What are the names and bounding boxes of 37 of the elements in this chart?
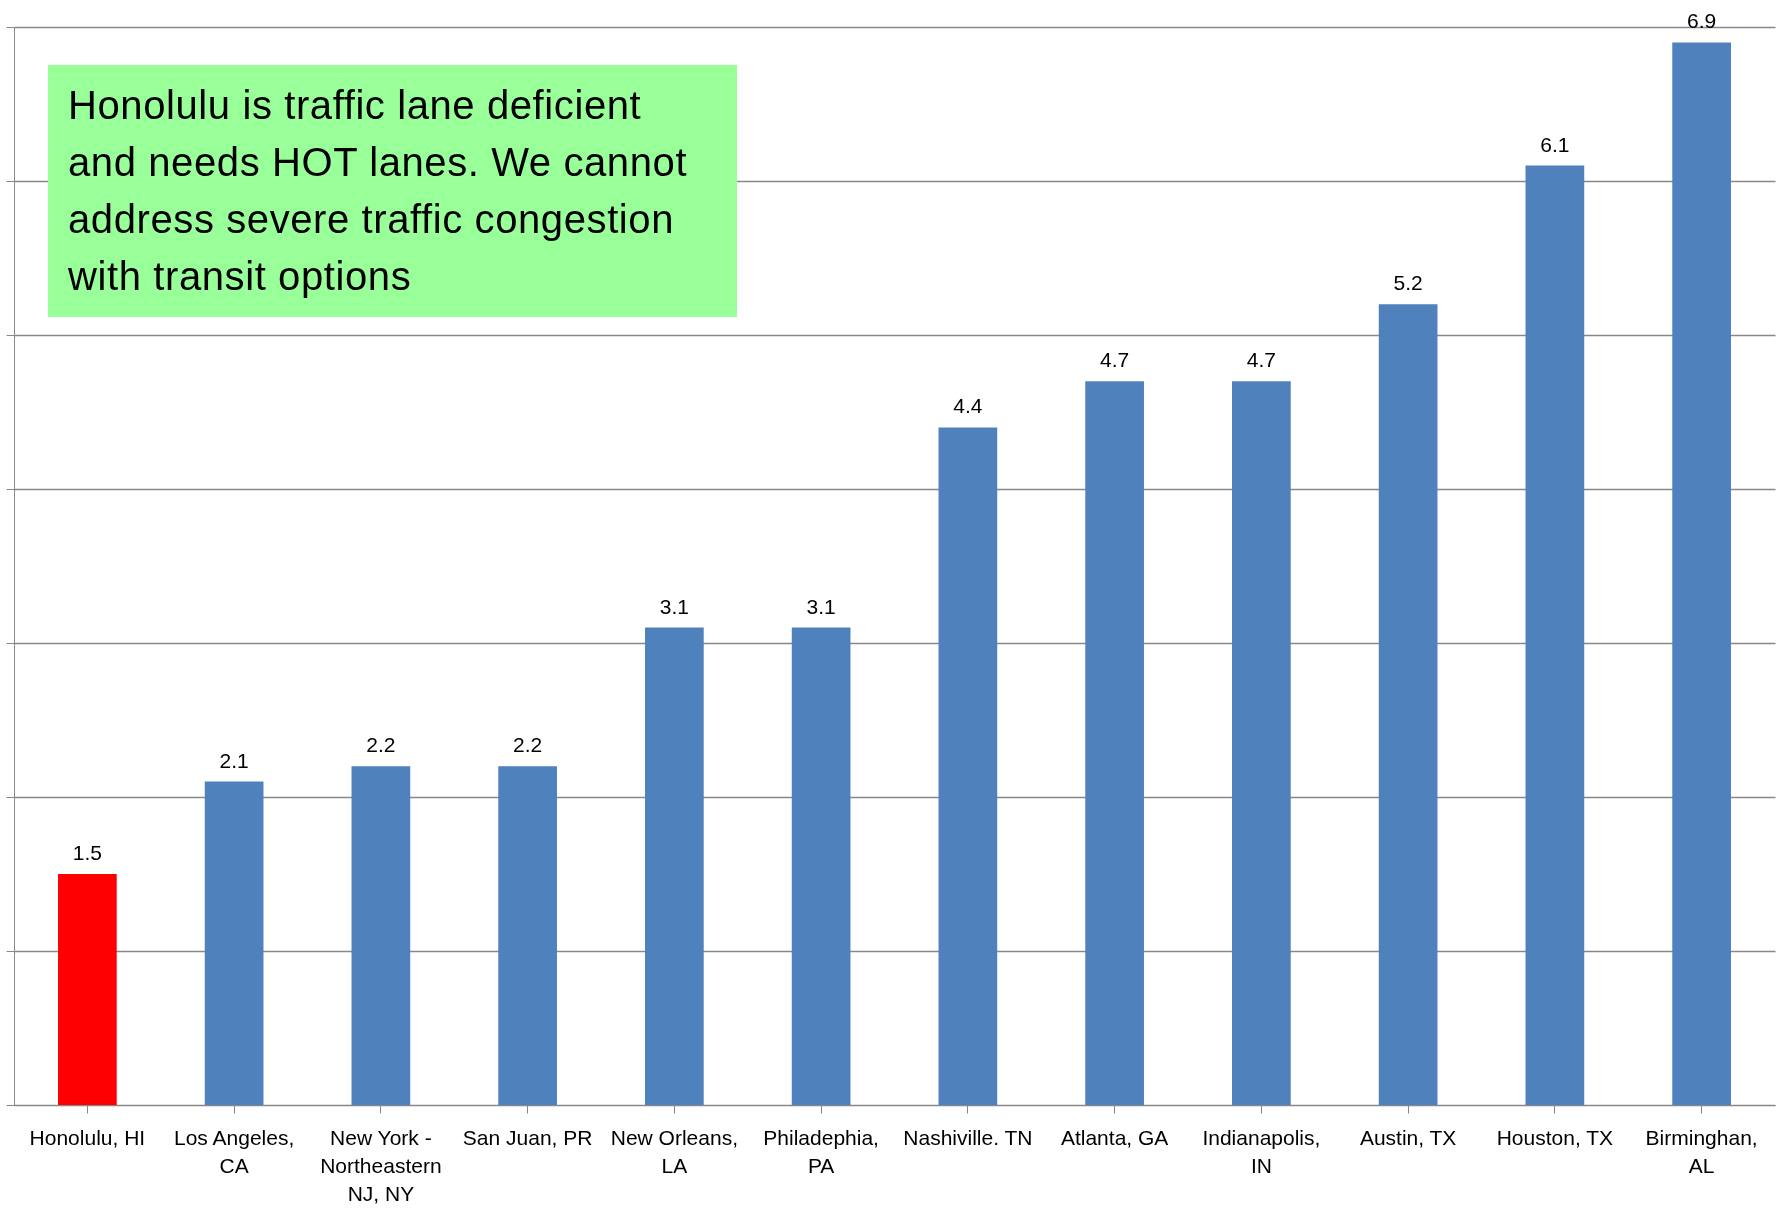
x-tick-label: San Juan, PR <box>462 1125 593 1149</box>
x-tick-label: New Orleans, LA <box>610 1125 738 1177</box>
bar <box>1672 42 1731 1105</box>
bar <box>351 766 411 1105</box>
data-label: 2.1 <box>219 748 249 772</box>
data-label: 4.7 <box>1100 348 1130 372</box>
bar <box>204 781 264 1105</box>
x-tick-label: Nashiville. TN <box>903 1125 1033 1149</box>
x-tick-label: New York - Northeastern NJ, NY <box>320 1125 442 1205</box>
data-label: 3.1 <box>806 594 836 618</box>
x-tick-label: Atlanta, GA <box>1060 1125 1169 1149</box>
data-label: 2.2 <box>366 733 396 757</box>
data-label: 6.9 <box>1687 9 1717 33</box>
bar <box>498 766 557 1105</box>
x-tick-label: Honolulu, HI <box>29 1125 146 1149</box>
bar <box>791 627 851 1105</box>
data-label: 1.5 <box>72 841 102 864</box>
data-label: 6.1 <box>1540 132 1570 156</box>
x-tick-label: Philadephia, PA <box>763 1125 879 1177</box>
bar <box>645 627 704 1105</box>
data-label: 4.7 <box>1246 348 1276 372</box>
data-label: 4.4 <box>953 394 983 418</box>
bar <box>1085 381 1144 1105</box>
x-tick-label: Houston, TX <box>1496 1125 1614 1149</box>
data-label: 2.2 <box>513 733 543 757</box>
x-tick-label: Austin, TX <box>1359 1125 1457 1149</box>
x-tick-label: Los Angeles, CA <box>173 1125 295 1177</box>
x-tick-label: Birminghan, AL <box>1645 1125 1758 1177</box>
annotation: Honolulu is traffic lane deficient and needs HOT lanes. We cannot address severe traffic congestion with transit options <box>48 65 737 317</box>
bar <box>938 427 998 1105</box>
bar <box>58 874 117 1105</box>
x-tick-label: Indianapolis, IN <box>1202 1125 1321 1177</box>
bar <box>1525 165 1585 1105</box>
bar <box>1378 304 1438 1105</box>
bar <box>1232 381 1291 1105</box>
data-label: 3.1 <box>659 594 689 618</box>
data-label: 5.2 <box>1393 271 1423 295</box>
